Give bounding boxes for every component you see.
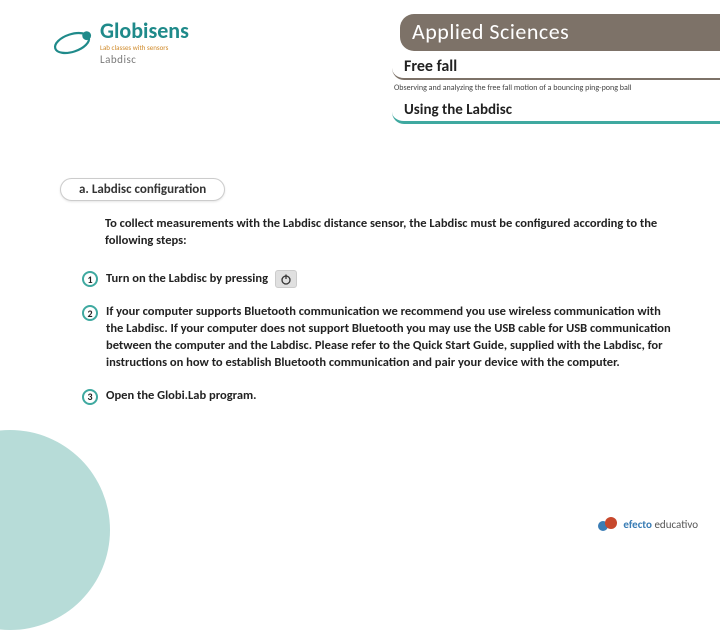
- step-number: 1: [82, 271, 98, 287]
- footer-bubbles-icon: [597, 516, 619, 532]
- step-text: Open the Globi.Lab program.: [106, 388, 672, 405]
- footer-brand: efecto educativo: [623, 518, 698, 531]
- logo-name: Globisens: [100, 20, 189, 42]
- step: 2 If your computer supports Bluetooth com…: [82, 304, 672, 372]
- step-number: 3: [82, 389, 98, 405]
- step-number: 2: [82, 305, 98, 321]
- header-right: Applied Sciences Free fall Observing and…: [380, 14, 720, 124]
- logo-tagline: Lab classes with sensors: [100, 44, 189, 51]
- logo-sub: Labdisc: [100, 54, 189, 65]
- power-icon: [275, 270, 297, 288]
- step-text: If your computer supports Bluetooth comm…: [106, 304, 672, 372]
- section-title: Using the Labdisc: [392, 99, 720, 124]
- step: 3 Open the Globi.Lab program.: [82, 388, 672, 405]
- category-banner: Applied Sciences: [400, 14, 720, 51]
- subsection-title: a. Labdisc configuration: [60, 178, 225, 201]
- step-text: Turn on the Labdisc by pressing: [106, 270, 672, 288]
- globe-ring-icon: [50, 21, 94, 65]
- intro-text: To collect measurements with the Labdisc…: [105, 216, 665, 250]
- decorative-arc: [0, 430, 110, 630]
- brand-logo: Globisens Lab classes with sensors Labdi…: [50, 20, 189, 65]
- steps-list: 1 Turn on the Labdisc by pressing 2 If you…: [82, 270, 672, 421]
- page-title: Free fall: [392, 55, 720, 80]
- page-subtitle: Observing and analyzing the free fall mo…: [380, 80, 720, 97]
- step: 1 Turn on the Labdisc by pressing: [82, 270, 672, 288]
- footer-logo: efecto educativo: [597, 516, 698, 532]
